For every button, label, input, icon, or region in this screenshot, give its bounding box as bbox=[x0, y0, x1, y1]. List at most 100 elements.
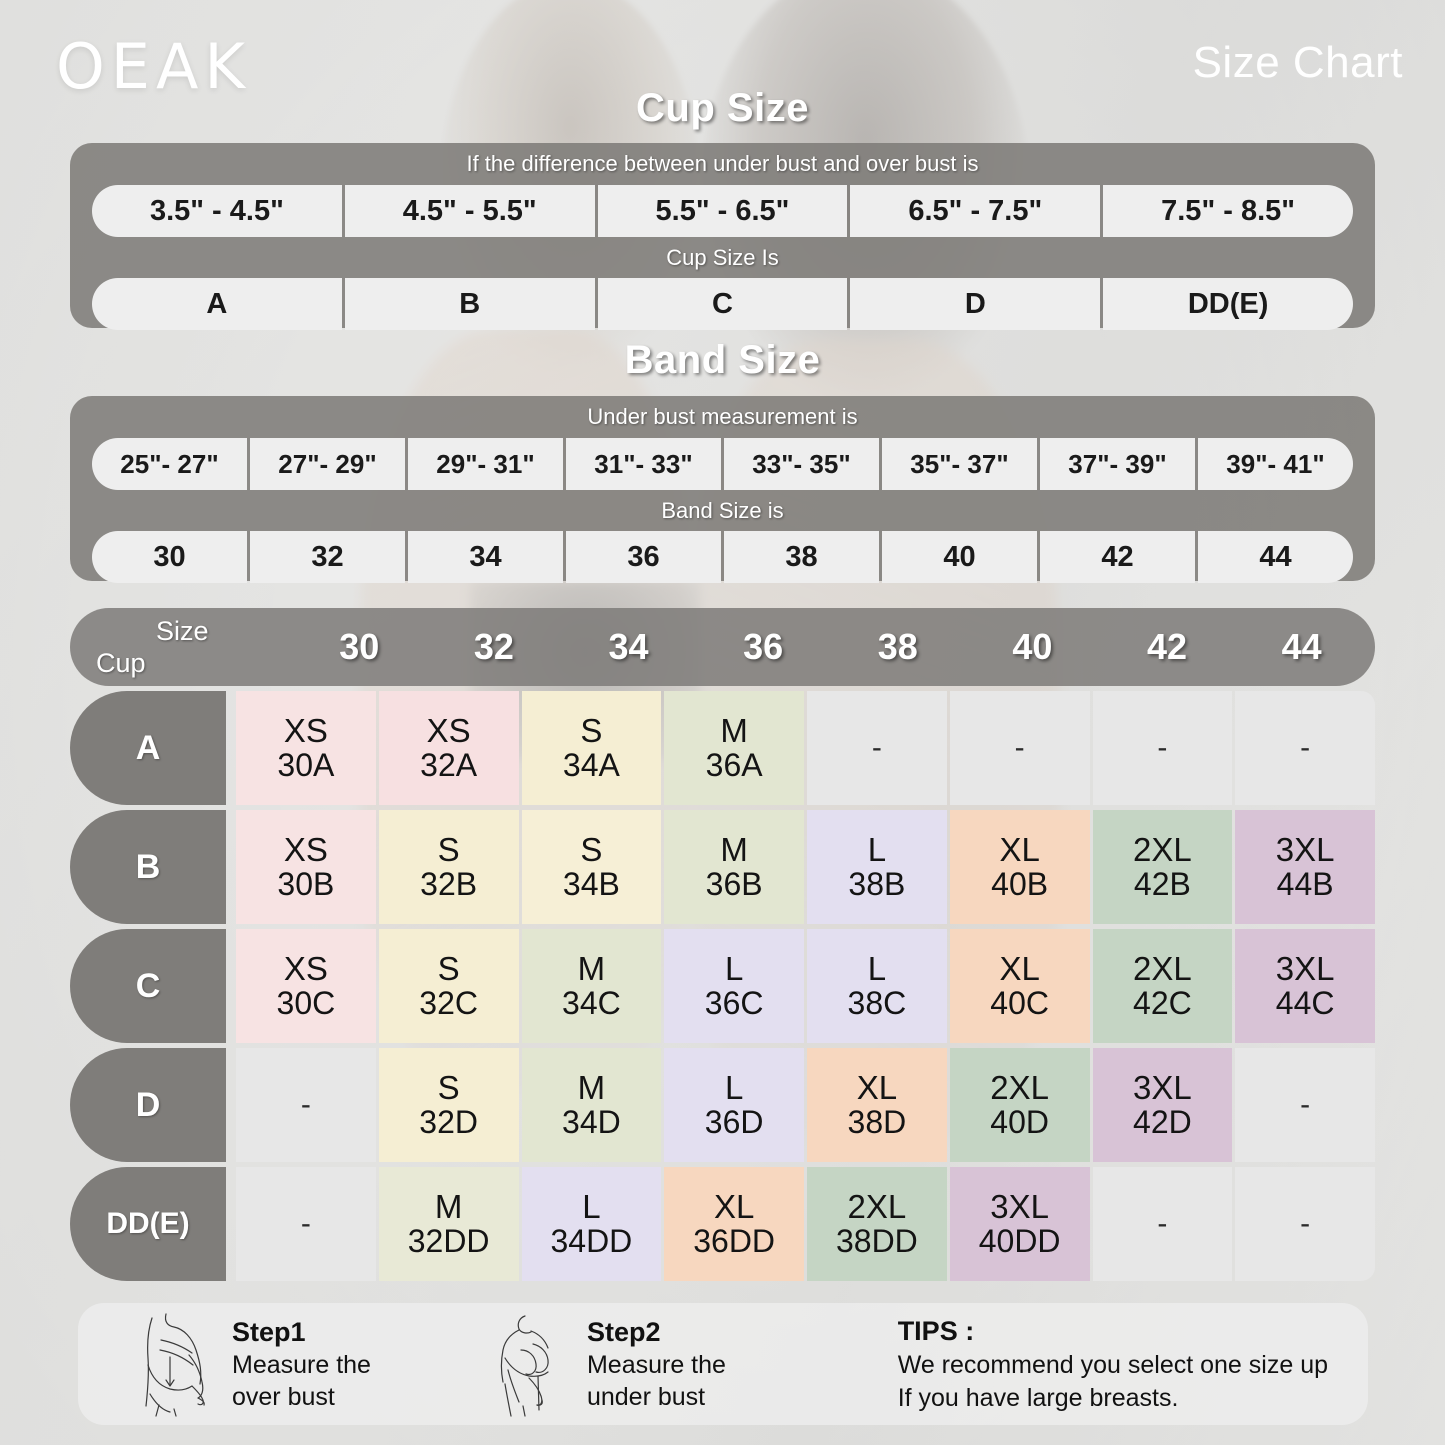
measurement-guide-footer: Step1 Measure the over bust bbox=[78, 1303, 1368, 1425]
matrix-cell-code: 38DD bbox=[835, 1222, 918, 1259]
size-matrix: Cup Size 30 32 34 36 38 40 42 44 A XS 30A XS 32A S 34… bbox=[70, 608, 1375, 1281]
band-number-cell: 36 bbox=[566, 531, 721, 583]
matrix-cell-size: 3XL bbox=[1275, 831, 1335, 869]
matrix-cell-code: 30A bbox=[277, 746, 335, 783]
matrix-cell: 3XL 42D bbox=[1092, 1048, 1233, 1162]
band-number-cell: 40 bbox=[882, 531, 1037, 583]
over-bust-measure-icon bbox=[145, 1313, 205, 1417]
matrix-cell-size: L bbox=[582, 1188, 601, 1226]
matrix-cell-size: L bbox=[867, 950, 887, 988]
matrix-cell-code: 32DD bbox=[407, 1222, 490, 1259]
size-matrix-header-row: Cup Size 30 32 34 36 38 40 42 44 bbox=[70, 608, 1375, 686]
matrix-cell: S 32B bbox=[378, 810, 519, 924]
matrix-cell-size: S bbox=[437, 831, 460, 869]
band-range-cell: 27"- 29" bbox=[250, 438, 405, 490]
cup-size-panel: If the difference between under bust and… bbox=[70, 143, 1375, 330]
matrix-cell: S 32D bbox=[378, 1048, 519, 1162]
matrix-row: A XS 30A XS 32A S 34A M 36A - - - - bbox=[70, 691, 1375, 805]
matrix-cell: XS 30A bbox=[236, 691, 376, 805]
matrix-cell-size: M bbox=[434, 1188, 463, 1226]
band-size-subtitle-top: Under bust measurement is bbox=[587, 404, 858, 429]
size-matrix-body: A XS 30A XS 32A S 34A M 36A - - - - B XS 30B S 32B S 34B M 36… bbox=[70, 691, 1375, 1281]
matrix-row: DD(E) - M 32DD L 34DD XL 36DD 2XL 38DD 3XL 40DD - - bbox=[70, 1167, 1375, 1281]
matrix-cell-code: 34C bbox=[562, 984, 621, 1021]
matrix-column-header: 40 bbox=[1012, 626, 1053, 667]
matrix-cell-code: 40DD bbox=[978, 1222, 1061, 1259]
matrix-cell-code: 32C bbox=[419, 984, 478, 1021]
matrix-row-label: C bbox=[70, 929, 226, 1043]
matrix-cell-code: 36DD bbox=[693, 1222, 776, 1259]
matrix-cell: 2XL 42C bbox=[1092, 929, 1233, 1043]
matrix-cell: 2XL 38DD bbox=[807, 1167, 947, 1281]
matrix-cell-dash: - bbox=[1157, 731, 1168, 765]
matrix-cell-size: XS bbox=[283, 712, 328, 750]
matrix-row-cells: XS 30A XS 32A S 34A M 36A - - - - bbox=[236, 691, 1375, 805]
matrix-cell-code: 38B bbox=[848, 865, 906, 902]
matrix-row-label: D bbox=[70, 1048, 226, 1162]
matrix-cell: XS 32A bbox=[378, 691, 519, 805]
under-bust-measure-icon bbox=[500, 1315, 549, 1417]
matrix-corner-size-label: Size bbox=[156, 616, 209, 646]
matrix-cell-size: 3XL bbox=[990, 1188, 1049, 1226]
matrix-row: D - S 32D M 34D L 36D XL 38D 2XL 40D 3XL 42D - bbox=[70, 1048, 1375, 1162]
matrix-cell: M 36A bbox=[664, 691, 804, 805]
step1-line1: Measure the bbox=[232, 1350, 371, 1379]
step2-block: Step2 Measure the under bust bbox=[481, 1310, 726, 1418]
matrix-cell-size: 2XL bbox=[1133, 950, 1192, 988]
matrix-column-header: 44 bbox=[1281, 626, 1322, 667]
matrix-column-header: 32 bbox=[473, 626, 514, 667]
brand-logo: OEAK bbox=[56, 30, 252, 103]
matrix-cell-size: 3XL bbox=[1133, 1069, 1192, 1107]
tips-line1: We recommend you select one size up bbox=[897, 1350, 1328, 1379]
matrix-cell-code: 36C bbox=[704, 984, 764, 1021]
matrix-cell-dash: - bbox=[1300, 731, 1311, 765]
matrix-row-cells: XS 30B S 32B S 34B M 36B L 38B XL 40B 2XL 42B 3XL 44B bbox=[236, 810, 1375, 924]
matrix-cell-size: M bbox=[577, 950, 606, 988]
matrix-cell: S 34A bbox=[521, 691, 662, 805]
step1-block: Step1 Measure the over bust bbox=[126, 1310, 371, 1418]
matrix-cell-code: 38D bbox=[847, 1103, 907, 1140]
band-range-row: 25"- 27" 27"- 29" 29"- 31" 31"- 33" 33"-… bbox=[70, 438, 1375, 490]
matrix-cell-empty: - bbox=[1092, 691, 1233, 805]
matrix-cell-code: 40C bbox=[990, 984, 1049, 1021]
matrix-row-cells: - S 32D M 34D L 36D XL 38D 2XL 40D 3XL 42D - bbox=[236, 1048, 1375, 1162]
band-size-subtitle-bottom: Band Size is bbox=[661, 498, 784, 523]
matrix-cell-code: 36A bbox=[705, 746, 763, 783]
matrix-cell-size: 3XL bbox=[1275, 950, 1335, 988]
matrix-cell-size: 2XL bbox=[1133, 831, 1192, 869]
tips-line2: If you have large breasts. bbox=[897, 1383, 1179, 1412]
matrix-cell-code: 38C bbox=[847, 984, 907, 1021]
matrix-cell-code: 30B bbox=[277, 865, 335, 902]
matrix-cell-empty: - bbox=[1092, 1167, 1233, 1281]
matrix-cell-code: 30C bbox=[276, 984, 336, 1021]
matrix-cell-size: 2XL bbox=[847, 1188, 907, 1226]
band-range-cell: 35"- 37" bbox=[882, 438, 1037, 490]
cup-range-cell: 5.5" - 6.5" bbox=[597, 185, 848, 237]
band-number-cell: 34 bbox=[408, 531, 563, 583]
matrix-cell-size: S bbox=[580, 831, 603, 869]
step1-text: Step1 Measure the over bust bbox=[232, 1317, 371, 1412]
band-range-cell: 39"- 41" bbox=[1198, 438, 1353, 490]
matrix-cell-size: M bbox=[720, 712, 748, 750]
step2-title: Step2 bbox=[586, 1316, 661, 1347]
matrix-cell: L 38B bbox=[807, 810, 947, 924]
matrix-cell: 3XL 44C bbox=[1235, 929, 1375, 1043]
page-title: Size Chart bbox=[1192, 38, 1403, 87]
matrix-cell: L 36C bbox=[664, 929, 804, 1043]
matrix-cell: 2XL 42B bbox=[1092, 810, 1233, 924]
matrix-cell-empty: - bbox=[1235, 1048, 1375, 1162]
matrix-cell: M 34C bbox=[521, 929, 662, 1043]
matrix-cell-size: XS bbox=[283, 831, 328, 869]
matrix-cell-size: L bbox=[724, 1069, 744, 1107]
matrix-cell-dash: - bbox=[871, 731, 882, 765]
matrix-cell-code: 36B bbox=[705, 865, 763, 902]
matrix-cell-code: 34A bbox=[562, 746, 620, 783]
matrix-cell: 3XL 44B bbox=[1235, 810, 1375, 924]
band-number-cell: 38 bbox=[724, 531, 879, 583]
matrix-cell-dash: - bbox=[1014, 731, 1025, 765]
matrix-cell-size: 2XL bbox=[990, 1069, 1049, 1107]
matrix-cell-code: 32B bbox=[420, 865, 478, 902]
matrix-cell: S 34B bbox=[521, 810, 662, 924]
matrix-cell-size: S bbox=[437, 1069, 460, 1107]
matrix-cell-empty: - bbox=[1235, 691, 1375, 805]
